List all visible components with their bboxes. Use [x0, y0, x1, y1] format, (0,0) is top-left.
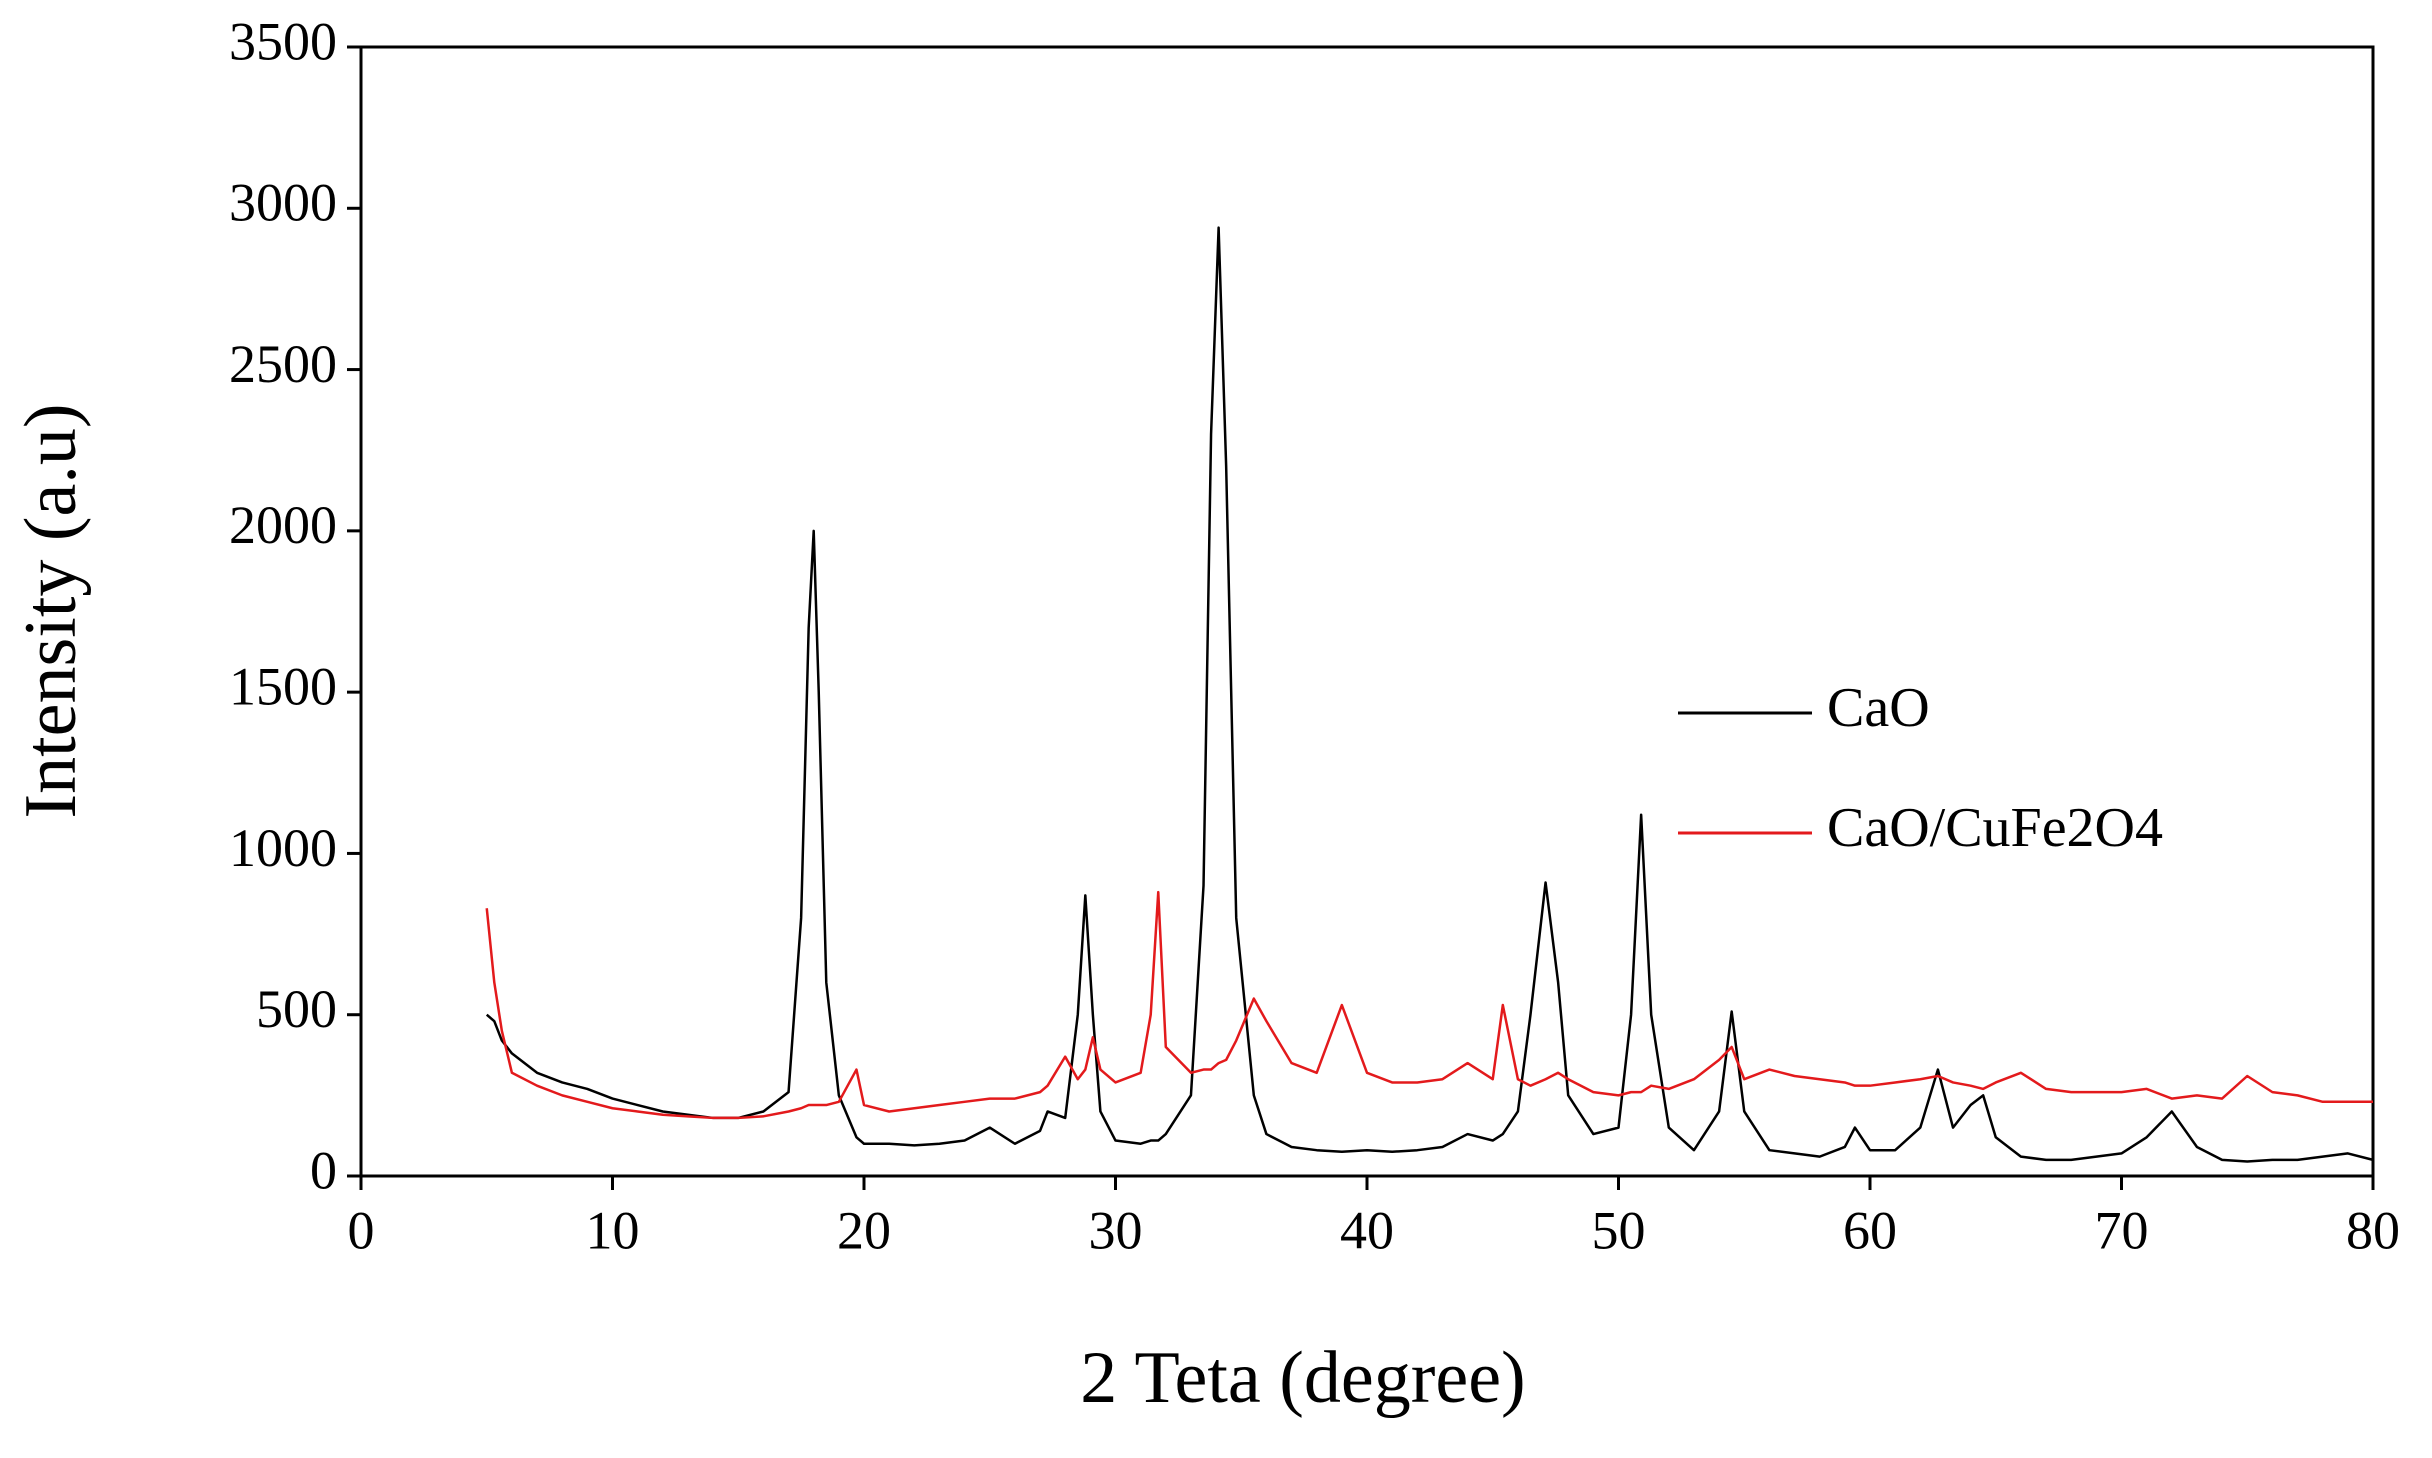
x-tick-label: 80	[2346, 1200, 2400, 1260]
x-tick-label: 70	[2095, 1200, 2149, 1260]
y-tick-label: 1500	[229, 657, 337, 717]
x-tick-label: 50	[1592, 1200, 1646, 1260]
y-tick-label: 3500	[229, 11, 337, 71]
legend-label: CaO	[1827, 677, 1930, 739]
y-tick-label: 2000	[229, 495, 337, 555]
legend-label: CaO/CuFe2O4	[1827, 797, 2163, 859]
y-tick-label: 500	[256, 979, 337, 1039]
x-axis-title: 2 Teta (degree)	[1080, 1337, 1525, 1419]
y-tick-label: 0	[310, 1140, 337, 1200]
x-tick-label: 10	[586, 1200, 640, 1260]
data-line	[485, 890, 2373, 1120]
x-tick-label: 40	[1340, 1200, 1394, 1260]
y-tick-label: 1000	[229, 818, 337, 878]
y-tick-label: 2500	[229, 334, 337, 394]
plot-frame	[359, 45, 2375, 1178]
x-tick-label: 20	[837, 1200, 891, 1260]
data-line	[485, 226, 2374, 1163]
y-axis-title: Intensity (a.u)	[10, 403, 92, 818]
x-tick-label: 60	[1843, 1200, 1897, 1260]
y-tick-label: 3000	[229, 173, 337, 233]
x-tick-label: 30	[1089, 1200, 1143, 1260]
x-tick-label: 0	[348, 1200, 375, 1260]
